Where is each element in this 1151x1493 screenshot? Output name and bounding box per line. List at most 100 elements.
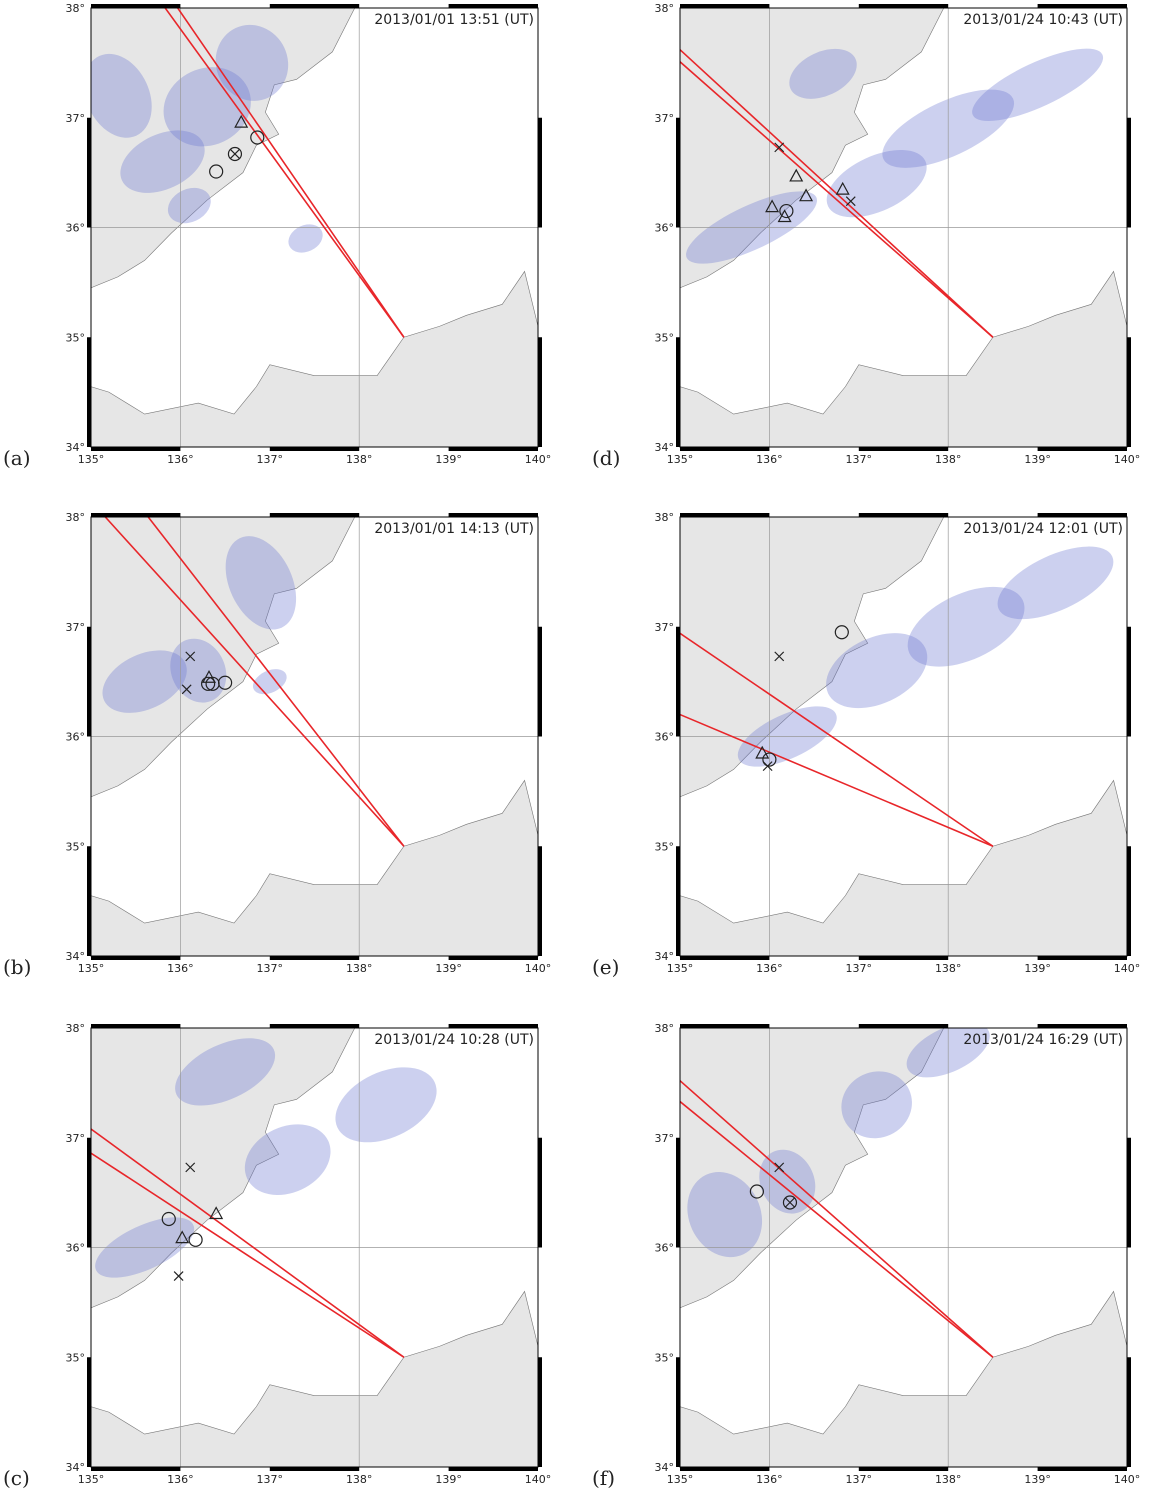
map-panel: 135°136°137°138°139°140°34°35°36°37°38°2… bbox=[3, 511, 551, 979]
y-tick-label: 38° bbox=[655, 511, 675, 524]
timestamp: 2013/01/24 12:01 (UT) bbox=[963, 521, 1123, 537]
frame-bar bbox=[87, 118, 91, 228]
x-tick-label: 139° bbox=[1024, 1473, 1051, 1486]
frame-bar bbox=[270, 1467, 359, 1471]
frame-bar bbox=[1127, 1357, 1131, 1467]
frame-bar bbox=[87, 1357, 91, 1467]
frame-bar bbox=[1038, 4, 1127, 8]
frame-bar bbox=[676, 846, 680, 956]
frame-bar bbox=[680, 1467, 769, 1471]
frame-bar bbox=[449, 1467, 538, 1471]
x-tick-label: 136° bbox=[756, 962, 783, 975]
x-tick-label: 137° bbox=[846, 1473, 873, 1486]
y-tick-label: 37° bbox=[66, 621, 86, 634]
x-tick-label: 137° bbox=[257, 962, 284, 975]
x-tick-label: 136° bbox=[167, 453, 194, 466]
y-tick-label: 35° bbox=[66, 840, 86, 853]
x-tick-label: 140° bbox=[525, 1473, 552, 1486]
frame-bar bbox=[91, 447, 180, 451]
frame-bar bbox=[859, 956, 948, 960]
x-tick-label: 137° bbox=[846, 453, 873, 466]
x-tick-label: 140° bbox=[1114, 1473, 1141, 1486]
frame-bar bbox=[859, 447, 948, 451]
map-area bbox=[71, 8, 538, 447]
map-area bbox=[87, 1024, 538, 1467]
map-panel: 135°136°137°138°139°140°34°35°36°37°38°2… bbox=[592, 2, 1140, 470]
frame-bar bbox=[91, 4, 180, 8]
x-tick-label: 138° bbox=[935, 962, 962, 975]
frame-bar bbox=[1127, 118, 1131, 228]
timestamp: 2013/01/24 10:28 (UT) bbox=[374, 1032, 534, 1048]
y-tick-label: 36° bbox=[66, 222, 86, 235]
frame-bar bbox=[449, 4, 538, 8]
panel-label: (e) bbox=[592, 955, 619, 979]
panel-label: (a) bbox=[3, 446, 31, 470]
frame-bar bbox=[87, 846, 91, 956]
frame-bar bbox=[1038, 956, 1127, 960]
y-tick-label: 36° bbox=[655, 731, 675, 744]
frame-bar bbox=[270, 4, 359, 8]
y-tick-label: 37° bbox=[66, 112, 86, 125]
y-tick-label: 34° bbox=[655, 950, 675, 963]
frame-bar bbox=[270, 513, 359, 517]
x-tick-label: 139° bbox=[435, 962, 462, 975]
map-panel: 135°136°137°138°139°140°34°35°36°37°38°2… bbox=[3, 1022, 551, 1490]
x-tick-label: 136° bbox=[756, 453, 783, 466]
y-tick-label: 38° bbox=[655, 1022, 675, 1035]
frame-bar bbox=[676, 627, 680, 737]
y-tick-label: 34° bbox=[655, 1461, 675, 1474]
frame-bar bbox=[676, 118, 680, 228]
x-tick-label: 138° bbox=[346, 1473, 373, 1486]
frame-bar bbox=[270, 956, 359, 960]
frame-bar bbox=[1038, 1467, 1127, 1471]
x-tick-label: 136° bbox=[167, 1473, 194, 1486]
frame-bar bbox=[538, 337, 542, 447]
x-tick-label: 140° bbox=[1114, 962, 1141, 975]
y-tick-label: 34° bbox=[66, 950, 86, 963]
frame-bar bbox=[538, 846, 542, 956]
frame-bar bbox=[91, 956, 180, 960]
y-tick-label: 38° bbox=[66, 1022, 86, 1035]
timestamp: 2013/01/01 14:13 (UT) bbox=[374, 521, 534, 537]
x-tick-label: 137° bbox=[257, 453, 284, 466]
x-tick-label: 139° bbox=[435, 453, 462, 466]
map-area bbox=[91, 517, 538, 956]
y-tick-label: 38° bbox=[655, 2, 675, 15]
frame-bar bbox=[538, 118, 542, 228]
y-tick-label: 38° bbox=[66, 511, 86, 524]
y-tick-label: 34° bbox=[66, 441, 86, 454]
y-tick-label: 36° bbox=[66, 1242, 86, 1255]
y-tick-label: 35° bbox=[655, 840, 675, 853]
y-tick-label: 37° bbox=[655, 1132, 675, 1145]
x-tick-label: 136° bbox=[167, 962, 194, 975]
y-tick-label: 34° bbox=[655, 441, 675, 454]
frame-bar bbox=[91, 1024, 180, 1028]
x-tick-label: 135° bbox=[78, 453, 105, 466]
x-tick-label: 136° bbox=[756, 1473, 783, 1486]
frame-bar bbox=[859, 513, 948, 517]
y-tick-label: 34° bbox=[66, 1461, 86, 1474]
x-tick-label: 135° bbox=[667, 453, 694, 466]
frame-bar bbox=[538, 1357, 542, 1467]
map-area bbox=[677, 8, 1127, 447]
panel-label: (b) bbox=[3, 955, 31, 979]
frame-bar bbox=[91, 1467, 180, 1471]
panel-label: (d) bbox=[592, 446, 620, 470]
frame-bar bbox=[859, 1467, 948, 1471]
frame-bar bbox=[449, 447, 538, 451]
frame-bar bbox=[676, 1138, 680, 1248]
map-area bbox=[680, 517, 1127, 956]
frame-bar bbox=[1127, 846, 1131, 956]
frame-bar bbox=[859, 4, 948, 8]
x-tick-label: 138° bbox=[935, 453, 962, 466]
y-tick-label: 38° bbox=[66, 2, 86, 15]
frame-bar bbox=[676, 337, 680, 447]
x-tick-label: 138° bbox=[346, 453, 373, 466]
frame-bar bbox=[449, 1024, 538, 1028]
timestamp: 2013/01/24 16:29 (UT) bbox=[963, 1032, 1123, 1048]
frame-bar bbox=[449, 956, 538, 960]
frame-bar bbox=[680, 956, 769, 960]
frame-bar bbox=[87, 1138, 91, 1248]
y-tick-label: 35° bbox=[66, 331, 86, 344]
figure: 135° 136° 137° 138° 139° 140° 34° 35° 36° 37° 38° 2… bbox=[0, 0, 1151, 1493]
